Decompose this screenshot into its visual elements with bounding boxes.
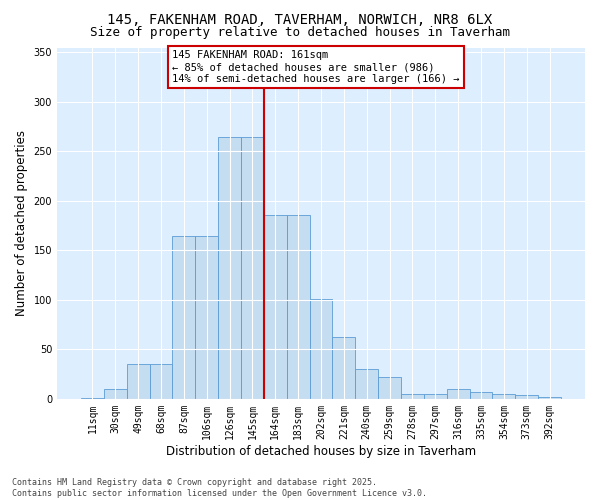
- Bar: [241, 136, 264, 399]
- Bar: [515, 395, 538, 399]
- X-axis label: Distribution of detached houses by size in Taverham: Distribution of detached houses by size …: [166, 444, 476, 458]
- Bar: [196, 236, 218, 399]
- Bar: [424, 394, 447, 399]
- Bar: [127, 364, 149, 399]
- Text: Size of property relative to detached houses in Taverham: Size of property relative to detached ho…: [90, 26, 510, 39]
- Bar: [264, 215, 287, 399]
- Bar: [104, 389, 127, 399]
- Text: 145 FAKENHAM ROAD: 161sqm
← 85% of detached houses are smaller (986)
14% of semi: 145 FAKENHAM ROAD: 161sqm ← 85% of detac…: [172, 50, 460, 84]
- Bar: [310, 299, 332, 399]
- Bar: [172, 236, 196, 399]
- Bar: [493, 394, 515, 399]
- Y-axis label: Number of detached properties: Number of detached properties: [15, 130, 28, 316]
- Bar: [81, 398, 104, 399]
- Text: 145, FAKENHAM ROAD, TAVERHAM, NORWICH, NR8 6LX: 145, FAKENHAM ROAD, TAVERHAM, NORWICH, N…: [107, 12, 493, 26]
- Bar: [470, 392, 493, 399]
- Bar: [218, 136, 241, 399]
- Bar: [538, 397, 561, 399]
- Bar: [355, 369, 378, 399]
- Bar: [149, 364, 172, 399]
- Text: Contains HM Land Registry data © Crown copyright and database right 2025.
Contai: Contains HM Land Registry data © Crown c…: [12, 478, 427, 498]
- Bar: [332, 338, 355, 399]
- Bar: [401, 394, 424, 399]
- Bar: [378, 377, 401, 399]
- Bar: [287, 215, 310, 399]
- Bar: [447, 389, 470, 399]
